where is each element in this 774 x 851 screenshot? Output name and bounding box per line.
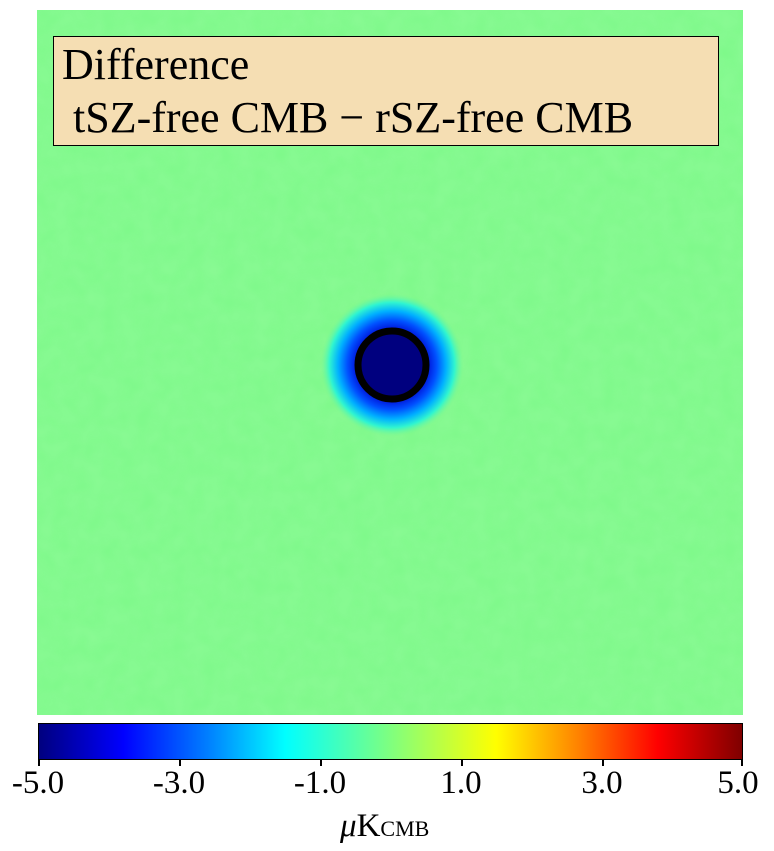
colorbar-tick [602, 760, 604, 766]
colorbar-unit-label: μKCMB [340, 806, 429, 849]
unit-subscript: CMB [380, 816, 430, 841]
title-line-1: Difference [62, 40, 250, 89]
title-box: Difference tSZ-free CMB − rSZ-free CMB [53, 36, 719, 146]
colorbar-tick [38, 760, 40, 766]
colorbar-tick [461, 760, 463, 766]
colorbar [38, 723, 743, 760]
aperture-ring [354, 327, 430, 403]
decrement-spot [359, 332, 425, 398]
colorbar-tick-label: -3.0 [152, 765, 206, 801]
colorbar-tick-label: 3.0 [581, 765, 623, 801]
colorbar-tick-label: 1.0 [440, 765, 482, 801]
unit-prefix: μ [340, 808, 357, 844]
colorbar-tick [741, 760, 743, 766]
unit-main: K [356, 808, 381, 844]
colorbar-tick [179, 760, 181, 766]
colorbar-tick-label: -5.0 [11, 765, 65, 801]
difference-map: Difference tSZ-free CMB − rSZ-free CMB [37, 10, 743, 715]
colorbar-tick-label: 5.0 [717, 765, 759, 801]
colorbar-tick [320, 760, 322, 766]
colorbar-tick-label: -1.0 [293, 765, 347, 801]
title-line-2: tSZ-free CMB − rSZ-free CMB [62, 93, 634, 142]
